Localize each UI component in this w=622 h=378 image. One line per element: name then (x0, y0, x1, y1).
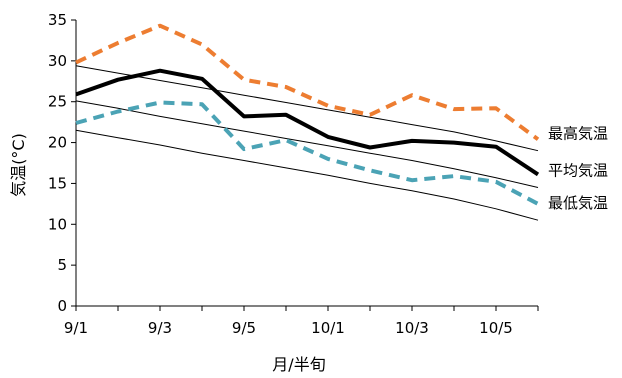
y-tick-label: 10 (48, 215, 67, 233)
y-tick-label: 0 (57, 297, 67, 315)
y-tick-label: 20 (48, 134, 67, 152)
x-tick-label: 9/1 (64, 319, 88, 337)
x-tick-label: 10/5 (479, 319, 513, 337)
axes: 0 5 10 15 20 25 30 35 9/1 9/3 9/5 10/1 10/3 10/5 (48, 11, 539, 337)
x-tick-label: 9/3 (148, 319, 172, 337)
x-tick-label: 10/3 (395, 319, 429, 337)
normal-line-4 (75, 100, 539, 188)
y-axis-title: 気温(°C) (9, 133, 28, 197)
x-tick-label: 10/1 (311, 319, 345, 337)
observed-line-0 (75, 23, 540, 141)
y-tick-label: 5 (57, 256, 67, 274)
series-label-5: 最低気温 (548, 194, 608, 212)
y-tick-label: 30 (48, 52, 67, 70)
observed-line-2 (75, 100, 539, 206)
observed-line-1 (75, 68, 540, 177)
normal-lines (75, 65, 539, 221)
series-label-4: 平均気温 (548, 162, 608, 180)
normal-line-5 (75, 129, 539, 221)
y-tick-label: 15 (48, 174, 67, 192)
observed-lines (75, 23, 540, 206)
x-tick-label: 9/5 (232, 319, 256, 337)
y-tick-label: 25 (48, 93, 67, 111)
y-tick-label: 35 (48, 11, 67, 29)
series-label-3: 最高気温 (548, 125, 608, 143)
normal-line-3 (75, 65, 539, 152)
x-axis-title: 月/半旬 (272, 355, 325, 374)
